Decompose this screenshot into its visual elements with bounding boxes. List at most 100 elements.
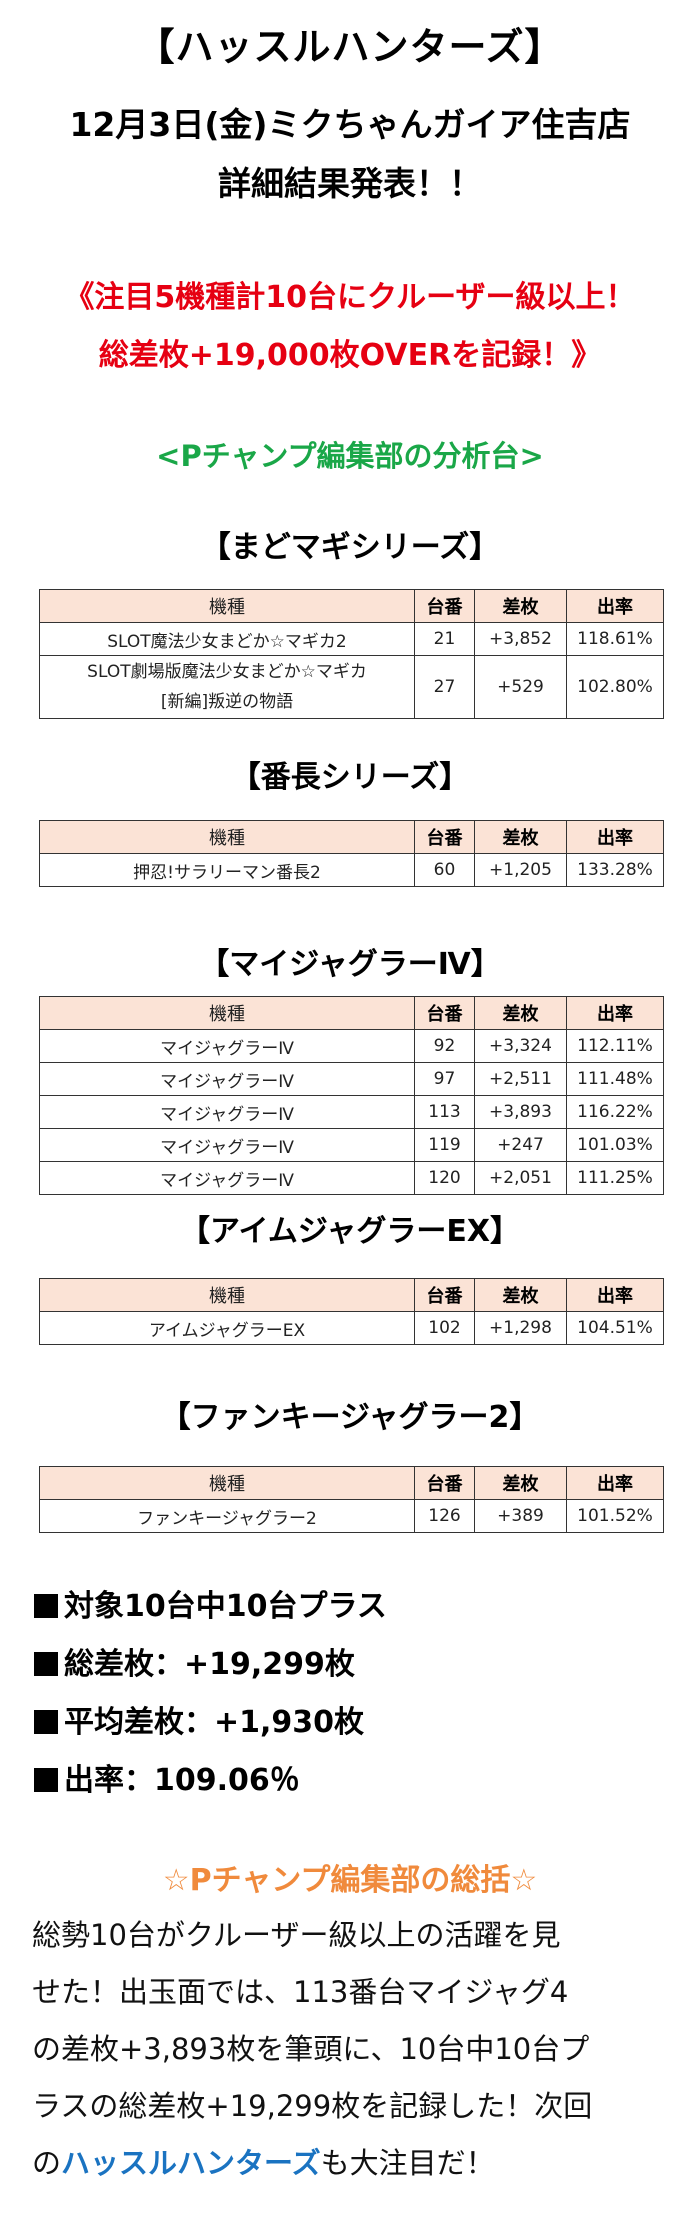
square-bullet-icon: [34, 1652, 58, 1676]
summary-line-2: せた！出玉面では、113番台マイジャグ4: [32, 1975, 569, 2009]
cell-model: 押忍!サラリーマン番長2: [39, 853, 415, 887]
page-title: 【ハッスルハンターズ】: [136, 25, 564, 69]
cell-rate: 112.11%: [566, 1029, 664, 1063]
stat-average-diff: 平均差枚：+1,930枚: [34, 1698, 387, 1748]
cell-machine-no: 102: [414, 1311, 475, 1345]
results-table-bancho: 機種 台番 差枚 出率 押忍!サラリーマン番長2 60 +1,205 133.2…: [39, 820, 664, 887]
cell-machine-no: 113: [414, 1095, 475, 1129]
section-title-funky-juggler: 【ファンキージャグラー2】: [160, 1400, 540, 1435]
header-diff: 差枚: [474, 1278, 567, 1312]
summary-text: 総勢10台がクルーザー級以上の活躍を見 せた！出玉面では、113番台マイジャグ4…: [32, 1907, 672, 2192]
cell-model: マイジャグラーⅣ: [39, 1161, 415, 1195]
cell-model-line-1: SLOT劇場版魔法少女まどか☆マギカ: [87, 662, 367, 682]
section-title-bancho: 【番長シリーズ】: [230, 760, 470, 795]
event-subtitle: 12月3日(金)ミクちゃんガイア住吉店: [69, 105, 631, 144]
cell-rate: 101.52%: [566, 1499, 664, 1533]
cell-diff: +2,051: [474, 1161, 567, 1195]
summary-heading: ☆Pチャンプ編集部の総括☆: [162, 1863, 538, 1898]
cell-machine-no: 119: [414, 1128, 475, 1162]
cell-rate: 111.25%: [566, 1161, 664, 1195]
cell-model-line-2: [新編]叛逆の物語: [160, 692, 294, 712]
cell-rate: 133.28%: [566, 853, 664, 887]
cell-diff: +1,205: [474, 853, 567, 887]
results-table-im-juggler: 機種 台番 差枚 出率 アイムジャグラーEX 102 +1,298 104.51…: [39, 1278, 664, 1345]
cell-model: アイムジャグラーEX: [39, 1311, 415, 1345]
table-row: マイジャグラーⅣ 119 +247 101.03%: [39, 1128, 664, 1162]
header-machine-no: 台番: [414, 820, 475, 854]
cell-diff: +3,852: [474, 622, 567, 656]
header-machine-no: 台番: [414, 1278, 475, 1312]
cell-rate: 102.80%: [566, 655, 664, 719]
header-rate: 出率: [566, 996, 664, 1030]
results-announcement: 詳細結果発表！！: [218, 164, 482, 203]
header-diff: 差枚: [474, 1466, 567, 1500]
square-bullet-icon: [34, 1768, 58, 1792]
header-model: 機種: [39, 589, 415, 623]
cell-rate: 101.03%: [566, 1128, 664, 1162]
summary-line-4: ラスの総差枚+19,299枚を記録した！次回: [32, 2089, 593, 2123]
summary-line-5: のハッスルハンターズも大注目だ！: [32, 2146, 495, 2180]
cell-machine-no: 120: [414, 1161, 475, 1195]
cell-machine-no: 60: [414, 853, 475, 887]
stat-payout-rate: 出率：109.06％: [34, 1756, 387, 1806]
cell-rate: 118.61%: [566, 622, 664, 656]
cell-model: マイジャグラーⅣ: [39, 1095, 415, 1129]
square-bullet-icon: [34, 1594, 58, 1618]
square-bullet-icon: [34, 1710, 58, 1734]
cell-model: マイジャグラーⅣ: [39, 1128, 415, 1162]
table-header-row: 機種 台番 差枚 出率: [39, 820, 664, 854]
cell-rate: 104.51%: [566, 1311, 664, 1345]
cell-diff: +529: [474, 655, 567, 719]
header-rate: 出率: [566, 1466, 664, 1500]
results-table-funky-juggler: 機種 台番 差枚 出率 ファンキージャグラー2 126 +389 101.52%: [39, 1466, 664, 1533]
section-title-madomagi: 【まどマギシリーズ】: [200, 530, 500, 565]
event-name-highlight: ハッスルハンターズ: [61, 2146, 321, 2180]
stats-list: 対象10台中10台プラス 総差枚：+19,299枚 平均差枚：+1,930枚 出…: [34, 1582, 387, 1806]
header-model: 機種: [39, 1466, 415, 1500]
cell-diff: +389: [474, 1499, 567, 1533]
header-model: 機種: [39, 820, 415, 854]
cell-diff: +3,324: [474, 1029, 567, 1063]
table-row: SLOT魔法少女まどか☆マギカ2 21 +3,852 118.61%: [39, 622, 664, 656]
cell-machine-no: 27: [414, 655, 475, 719]
summary-line-3: の差枚+3,893枚を筆頭に、10台中10台プ: [32, 2032, 590, 2066]
header-rate: 出率: [566, 1278, 664, 1312]
table-row: マイジャグラーⅣ 92 +3,324 112.11%: [39, 1029, 664, 1063]
header-diff: 差枚: [474, 996, 567, 1030]
header-machine-no: 台番: [414, 589, 475, 623]
cell-model: マイジャグラーⅣ: [39, 1029, 415, 1063]
cell-rate: 116.22%: [566, 1095, 664, 1129]
highlight-line-1: 《注目5機種計10台にクルーザー級以上！: [64, 280, 636, 315]
table-row: マイジャグラーⅣ 120 +2,051 111.25%: [39, 1161, 664, 1195]
header-model: 機種: [39, 996, 415, 1030]
section-title-my-juggler: 【マイジャグラーⅣ】: [199, 947, 501, 982]
analysis-heading: <Pチャンプ編集部の分析台>: [156, 439, 544, 473]
stat-total-diff: 総差枚：+19,299枚: [34, 1640, 387, 1690]
stat-plus-count: 対象10台中10台プラス: [34, 1582, 387, 1632]
table-row: 押忍!サラリーマン番長2 60 +1,205 133.28%: [39, 853, 664, 887]
cell-diff: +3,893: [474, 1095, 567, 1129]
cell-model: SLOT劇場版魔法少女まどか☆マギカ [新編]叛逆の物語: [39, 655, 415, 719]
table-row: マイジャグラーⅣ 113 +3,893 116.22%: [39, 1095, 664, 1129]
cell-model: ファンキージャグラー2: [39, 1499, 415, 1533]
header-machine-no: 台番: [414, 1466, 475, 1500]
table-row: ファンキージャグラー2 126 +389 101.52%: [39, 1499, 664, 1533]
table-row: アイムジャグラーEX 102 +1,298 104.51%: [39, 1311, 664, 1345]
results-table-my-juggler: 機種 台番 差枚 出率 マイジャグラーⅣ 92 +3,324 112.11% マ…: [39, 996, 664, 1195]
cell-machine-no: 92: [414, 1029, 475, 1063]
table-header-row: 機種 台番 差枚 出率: [39, 1466, 664, 1500]
cell-machine-no: 126: [414, 1499, 475, 1533]
header-diff: 差枚: [474, 589, 567, 623]
results-table-madomagi: 機種 台番 差枚 出率 SLOT魔法少女まどか☆マギカ2 21 +3,852 1…: [39, 589, 664, 719]
header-model: 機種: [39, 1278, 415, 1312]
summary-line-1: 総勢10台がクルーザー級以上の活躍を見: [32, 1918, 561, 1952]
cell-model: SLOT魔法少女まどか☆マギカ2: [39, 622, 415, 656]
section-title-im-juggler: 【アイムジャグラーEX】: [179, 1214, 521, 1249]
cell-machine-no: 21: [414, 622, 475, 656]
header-rate: 出率: [566, 820, 664, 854]
table-row: マイジャグラーⅣ 97 +2,511 111.48%: [39, 1062, 664, 1096]
cell-rate: 111.48%: [566, 1062, 664, 1096]
table-header-row: 機種 台番 差枚 出率: [39, 589, 664, 623]
cell-diff: +1,298: [474, 1311, 567, 1345]
table-header-row: 機種 台番 差枚 出率: [39, 996, 664, 1030]
